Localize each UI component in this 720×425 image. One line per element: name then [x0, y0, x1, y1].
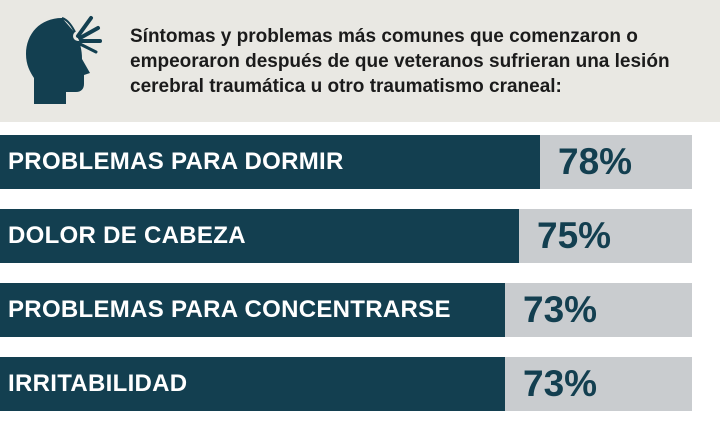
category-label: IRRITABILIDAD: [8, 370, 188, 397]
bar: PROBLEMAS PARA DORMIR: [0, 135, 540, 189]
bar-row: PROBLEMAS PARA CONCENTRARSE 73%: [0, 283, 692, 337]
head-impact-icon: [26, 16, 102, 104]
value-label: 75%: [537, 215, 612, 256]
chart-subtitle: Síntomas y problemas más comunes que com…: [130, 26, 670, 97]
category-label: PROBLEMAS PARA DORMIR: [8, 148, 344, 175]
bar-row: DOLOR DE CABEZA 75%: [0, 209, 692, 263]
value-label: 78%: [558, 141, 633, 182]
value-label: 73%: [523, 363, 598, 404]
bar-chart: PROBLEMAS PARA DORMIR 78% DOLOR DE CABEZA 7…: [0, 135, 720, 420]
bar: PROBLEMAS PARA CONCENTRARSE: [0, 283, 505, 337]
bar: IRRITABILIDAD: [0, 357, 505, 411]
value-label: 73%: [523, 289, 598, 330]
header-panel: Síntomas y problemas más comunes que com…: [0, 0, 720, 122]
category-label: DOLOR DE CABEZA: [8, 222, 246, 249]
bar-row: IRRITABILIDAD 73%: [0, 357, 692, 411]
bar-row: PROBLEMAS PARA DORMIR 78%: [0, 135, 692, 189]
bar: DOLOR DE CABEZA: [0, 209, 519, 263]
category-label: PROBLEMAS PARA CONCENTRARSE: [8, 296, 451, 323]
